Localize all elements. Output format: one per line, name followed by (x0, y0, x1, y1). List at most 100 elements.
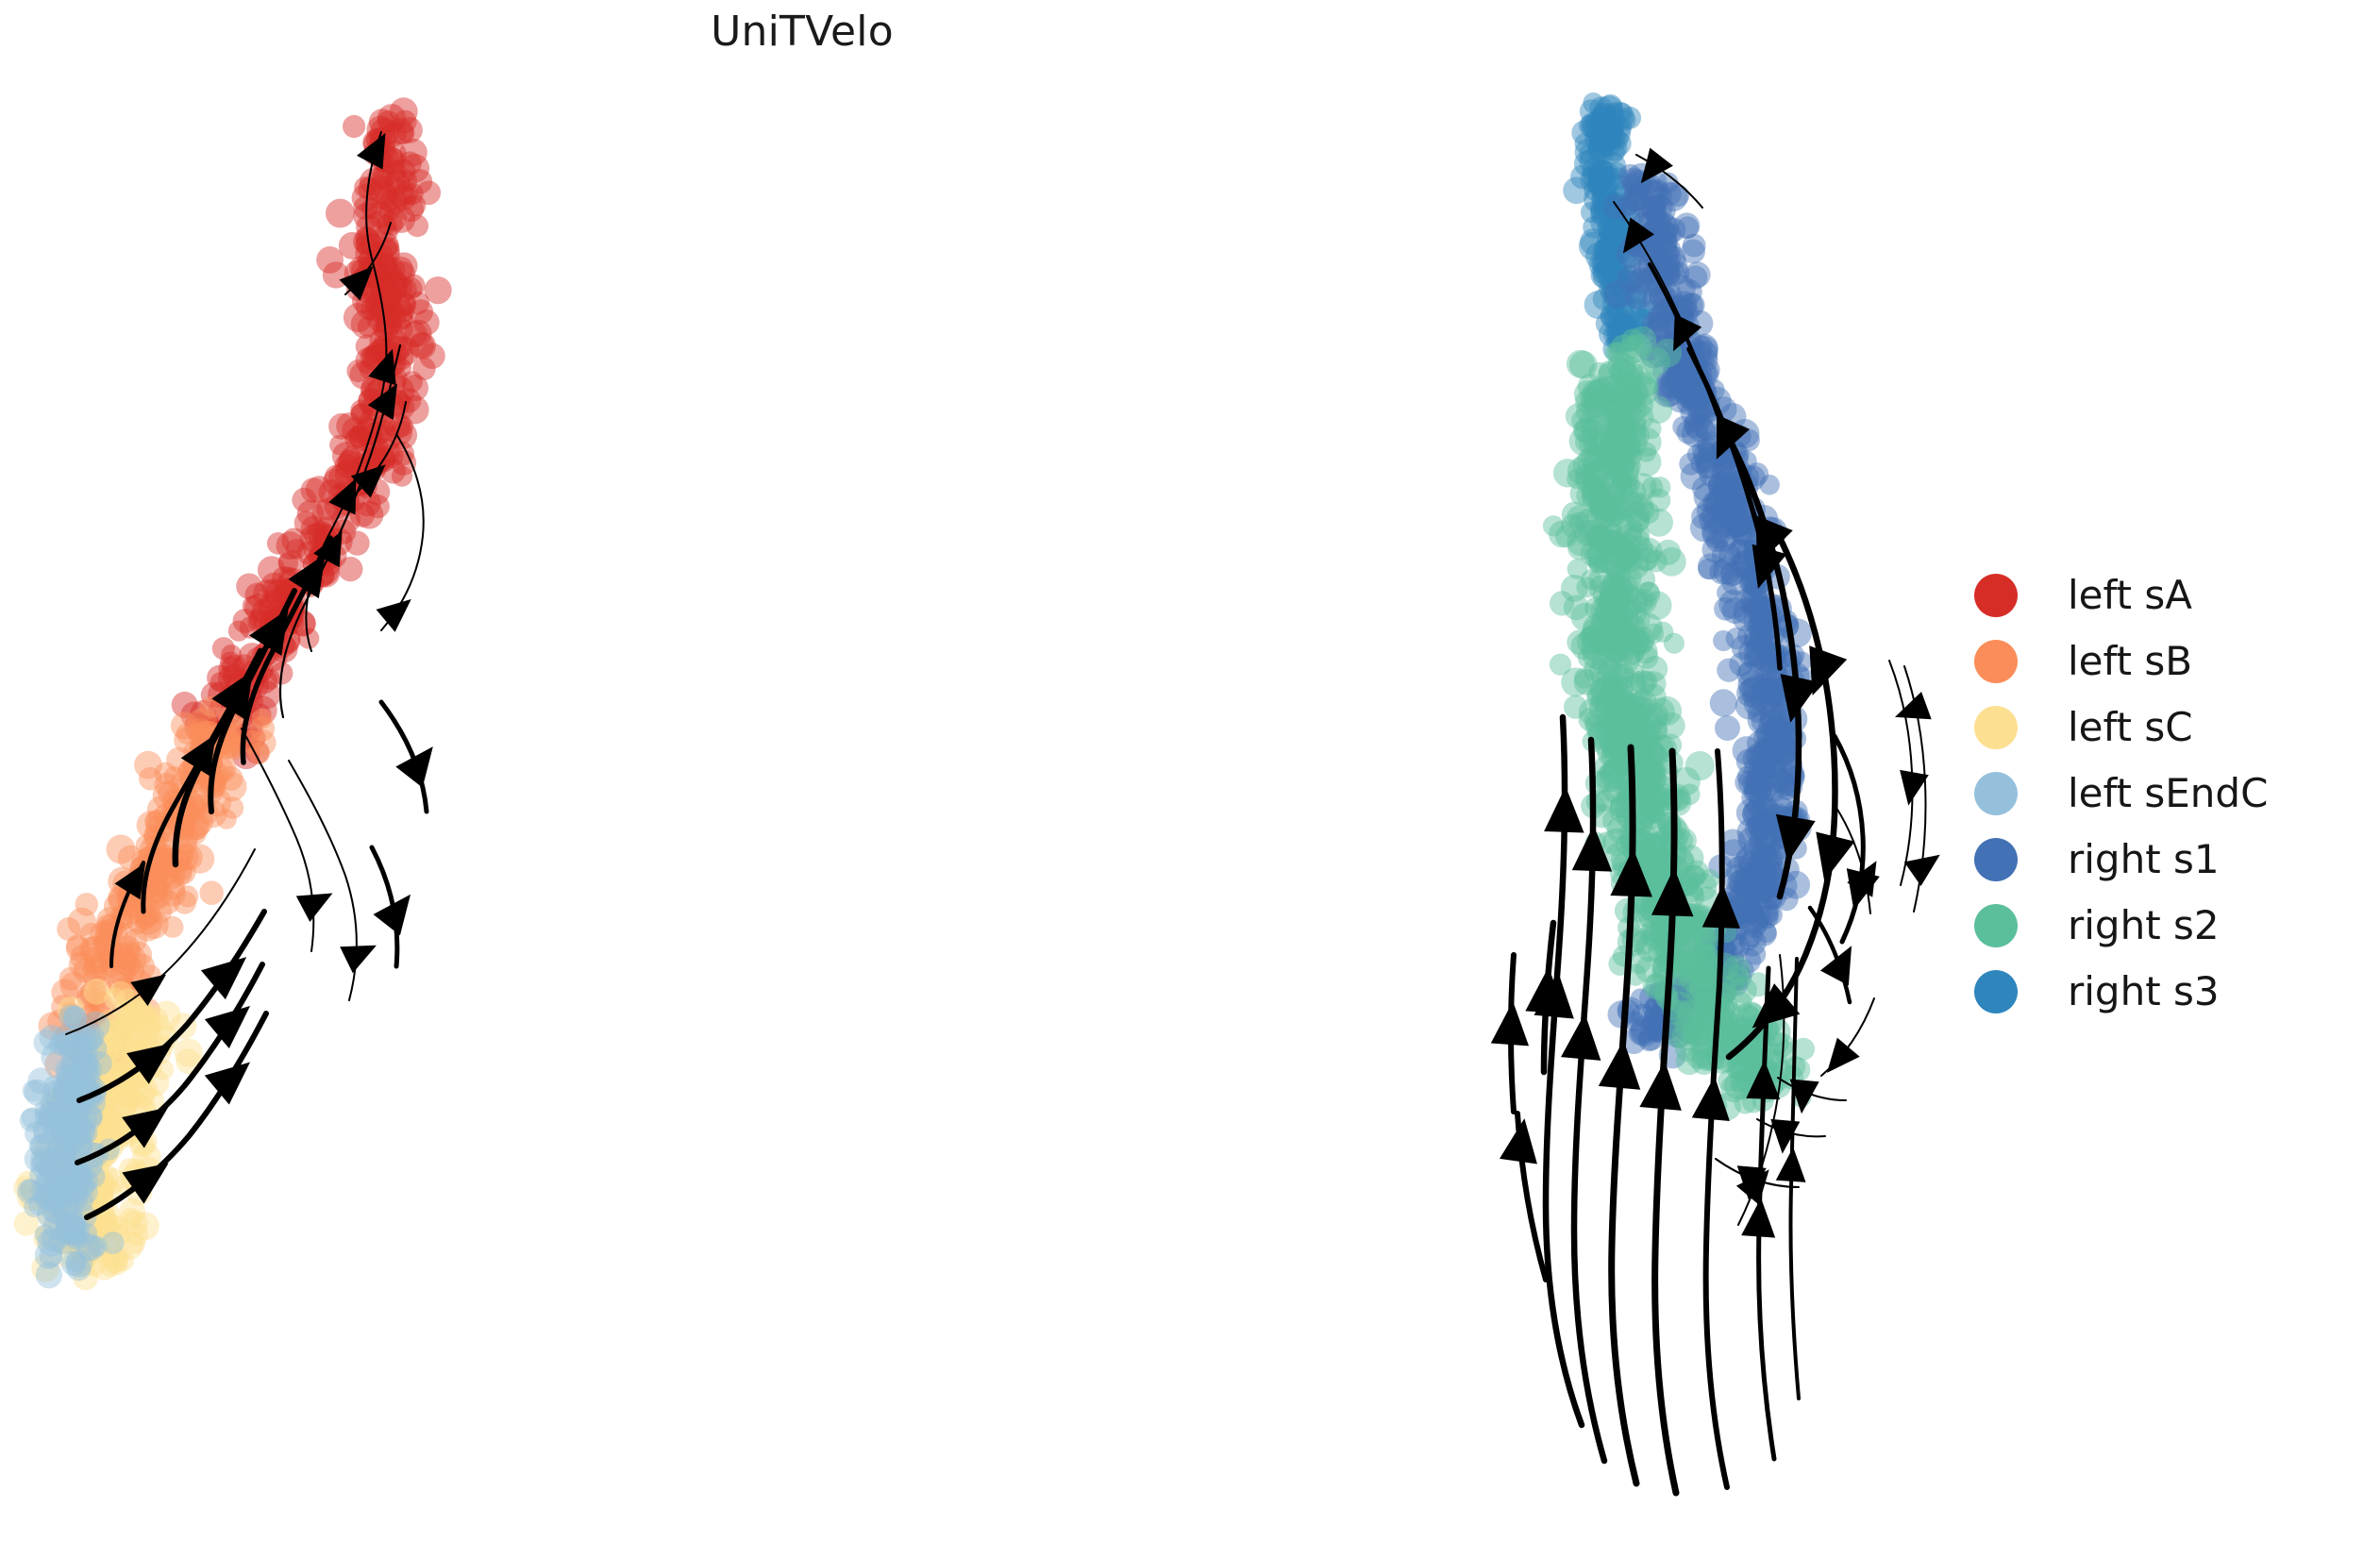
streamline (84, 1011, 269, 1220)
streamline-arrow-icon (1561, 1013, 1601, 1061)
legend-item-label: right s3 (2068, 968, 2220, 1014)
streamline-arrow-icon (1775, 813, 1816, 863)
streamline-arrow-icon (340, 945, 377, 974)
streamline-arrow-icon (1903, 854, 1940, 886)
legend-item-left-sa[interactable]: left sA (1974, 562, 2371, 628)
page-title: UniTVelo (711, 8, 894, 56)
streamline-arrow-icon (328, 477, 357, 515)
streamline (1725, 530, 1838, 1061)
legend-item-label: left sA (2068, 572, 2192, 618)
legend-item-label: left sEndC (2068, 770, 2269, 816)
streamline-arrow-icon (339, 266, 374, 301)
streamline-arrow-icon (350, 464, 386, 498)
streamline-arrow-icon (1651, 867, 1694, 917)
legend-item-left-sendc[interactable]: left sEndC (1974, 761, 2371, 827)
legend-swatch-icon (1974, 838, 2018, 881)
streamlines-right-panel (1490, 147, 1940, 1497)
streamline-arrow-icon (288, 554, 326, 599)
streamline-arrow-icon (1640, 147, 1673, 184)
streamline-arrow-icon (368, 348, 396, 386)
streamline (1820, 997, 1875, 1077)
streamline-arrow-icon (367, 383, 397, 420)
streamline-arrow-icon (1789, 1079, 1819, 1114)
streamline-arrow-icon (1736, 1165, 1767, 1200)
streamline (288, 760, 358, 1001)
streamline-arrow-icon (373, 894, 411, 936)
streamline (1613, 201, 1681, 318)
legend-item-left-sc[interactable]: left sC (1974, 695, 2371, 761)
streamline-arrow-icon (1780, 674, 1820, 723)
streamline (1702, 748, 1730, 1490)
streamline-arrow-icon (1500, 1118, 1537, 1164)
streamline (378, 699, 429, 814)
cluster-left-sendc (17, 1004, 125, 1289)
streamline-arrow-icon (1900, 769, 1929, 806)
streamline-arrow-icon (1622, 217, 1655, 254)
legend-item-right-s3[interactable]: right s3 (1974, 959, 2371, 1025)
cluster-right-s3 (1563, 92, 1669, 361)
streamline-arrow-icon (122, 1163, 169, 1204)
streamline-arrow-icon (1691, 1076, 1730, 1121)
legend-swatch-icon (1974, 970, 2018, 1013)
streamline-arrow-icon (1819, 946, 1852, 986)
streamline (75, 962, 265, 1165)
streamline-arrow-icon (1775, 1147, 1806, 1182)
streamline-arrow-icon (1571, 825, 1613, 872)
cluster-left-sa (171, 97, 452, 770)
streamline-arrow-icon (204, 1006, 251, 1049)
streamline (76, 909, 267, 1103)
streamline-arrow-icon (200, 957, 247, 1000)
streamline-arrow-icon (1816, 831, 1855, 881)
legend-swatch-icon (1974, 574, 2018, 617)
legend-swatch-icon (1974, 640, 2018, 683)
streamline (1835, 807, 1871, 914)
streamline-arrow-icon (1639, 1061, 1682, 1111)
streamline-arrow-icon (1846, 868, 1880, 911)
streamline-arrow-icon (1490, 1001, 1530, 1047)
streamline-arrow-icon (295, 893, 333, 922)
legend-swatch-icon (1974, 706, 2018, 749)
legend-item-right-s1[interactable]: right s1 (1974, 827, 2371, 893)
streamline-arrow-icon (1525, 966, 1566, 1014)
streamline-arrow-icon (1741, 1198, 1776, 1238)
streamline-arrow-icon (126, 1043, 174, 1084)
streamline-arrow-icon (1673, 313, 1702, 352)
streamline-arrow-icon (1894, 692, 1932, 720)
streamline-arrow-icon (204, 1062, 251, 1105)
legend-item-label: left sB (2068, 638, 2193, 684)
streamline-arrow-icon (1746, 1060, 1781, 1100)
streamline-arrow-icon (1751, 544, 1787, 589)
legend-item-left-sb[interactable]: left sB (1974, 628, 2371, 695)
streamline-arrow-icon (1610, 847, 1653, 897)
legend-item-right-s2[interactable]: right s2 (1974, 893, 2371, 959)
legend-item-label: left sC (2068, 704, 2193, 750)
streamline-arrow-icon (1826, 1037, 1860, 1073)
streamlines-left-panel (65, 131, 433, 1220)
streamline-arrow-icon (122, 1107, 169, 1148)
streamline-arrow-icon (211, 670, 253, 720)
streamline-arrow-icon (114, 863, 146, 900)
streamline-arrow-icon (395, 746, 433, 788)
streamline-arrow-icon (357, 132, 386, 170)
streamline (65, 848, 256, 1035)
streamline-arrow-icon (130, 974, 167, 1007)
streamline-arrow-icon (1751, 983, 1801, 1029)
streamline-arrow-icon (1716, 414, 1751, 460)
streamline-arrow-icon (180, 733, 216, 777)
streamline (1888, 660, 1914, 886)
legend-swatch-icon (1974, 904, 2018, 947)
legend-swatch-icon (1974, 772, 2018, 815)
legend-item-label: right s1 (2068, 836, 2220, 882)
streamline (1635, 154, 1703, 209)
streamline-arrow-icon (1598, 1040, 1641, 1090)
legend-item-label: right s2 (2068, 902, 2220, 948)
streamline-arrow-icon (249, 609, 289, 656)
streamlines-layer (65, 131, 1940, 1497)
streamline-arrow-icon (1544, 786, 1584, 833)
streamline-arrow-icon (376, 598, 411, 632)
streamline-arrow-icon (1701, 884, 1741, 929)
scatter-points-layer (13, 92, 1815, 1291)
streamline-arrow-icon (1770, 1118, 1801, 1154)
